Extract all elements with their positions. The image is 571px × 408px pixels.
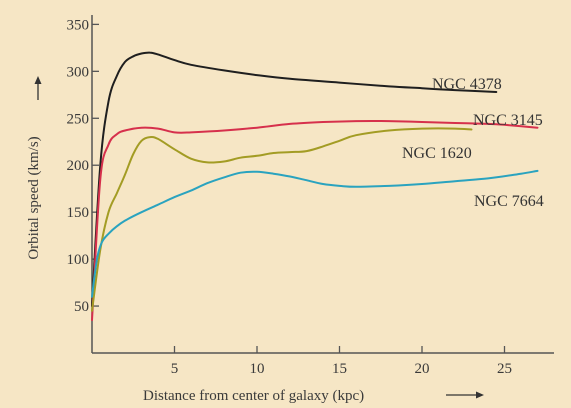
series-line-ngc-1620 (91, 127, 473, 312)
y-tick-label: 200 (67, 158, 90, 174)
series-line-ngc-3145 (91, 119, 539, 322)
y-tick-label: 350 (67, 17, 90, 33)
series-label-ngc-4378: NGC 4378 (432, 76, 502, 93)
series-label-ngc-7664: NGC 7664 (474, 193, 544, 210)
y-tick-label: 100 (67, 252, 90, 268)
x-tick-label: 5 (171, 361, 179, 377)
series-line-ngc-7664 (91, 169, 539, 298)
series-label-ngc-1620: NGC 1620 (402, 145, 472, 162)
series-lines (91, 51, 539, 322)
ticks: 5 10 15 20 25 50 100 150 200 250 300 350 (67, 17, 513, 377)
y-axis-arrow (34, 76, 42, 100)
y-tick-label: 250 (67, 111, 90, 127)
y-axis-title: Orbital speed (km/s) (26, 136, 42, 259)
y-axis-label: Orbital speed (km/s) (26, 136, 42, 259)
y-tick-label: 150 (67, 205, 90, 221)
x-tick-label: 20 (415, 361, 430, 377)
y-tick-label: 300 (67, 64, 90, 80)
x-axis-label: Distance from center of galaxy (kpc) (143, 388, 364, 404)
x-tick-label: 10 (250, 361, 265, 377)
x-tick-label: 15 (332, 361, 347, 377)
x-axis-arrow (446, 391, 484, 399)
series-line-ngc-4378 (91, 51, 498, 308)
x-tick-label: 25 (497, 361, 512, 377)
y-tick-label: 50 (74, 299, 89, 315)
series-label-ngc-3145: NGC 3145 (473, 112, 543, 129)
